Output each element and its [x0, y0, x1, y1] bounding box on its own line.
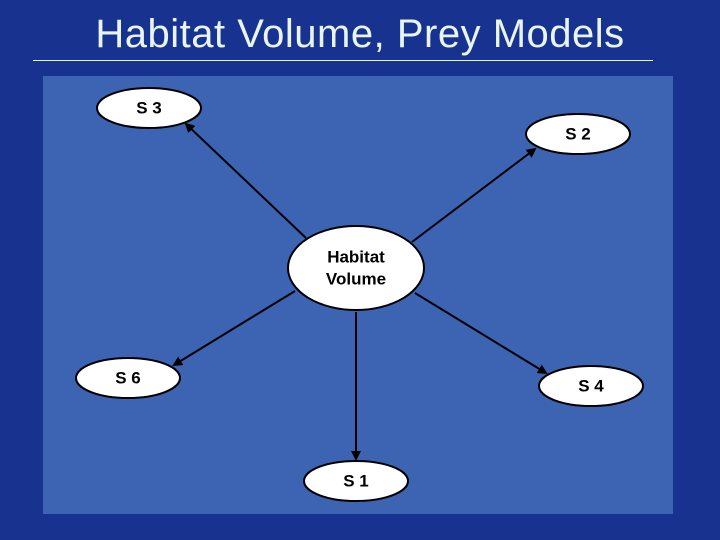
node-label-s2: S 2 — [565, 124, 591, 143]
diagram-svg: Habitat Volume S 3 S 2 S 6 S 4 S 1 — [43, 76, 673, 514]
node-label-s3: S 3 — [136, 98, 162, 117]
edge-s3 — [186, 124, 306, 238]
edge-s6 — [174, 291, 295, 365]
node-label-s1: S 1 — [343, 471, 369, 490]
diagram-panel: Habitat Volume S 3 S 2 S 6 S 4 S 1 — [43, 76, 673, 514]
edge-s4 — [415, 293, 546, 373]
slide: Habitat Volume, Prey Models Habitat Volum… — [0, 0, 720, 540]
node-habitat-volume — [288, 226, 424, 310]
nodes-group: Habitat Volume S 3 S 2 S 6 S 4 S 1 — [76, 88, 643, 501]
title-underline — [33, 60, 653, 61]
node-label-s6: S 6 — [115, 368, 141, 387]
node-label-habitat-volume-line1: Habitat — [327, 247, 385, 266]
node-label-s4: S 4 — [578, 376, 604, 395]
edge-s2 — [412, 149, 535, 242]
slide-title: Habitat Volume, Prey Models — [0, 12, 720, 57]
node-label-habitat-volume-line2: Volume — [326, 269, 386, 288]
